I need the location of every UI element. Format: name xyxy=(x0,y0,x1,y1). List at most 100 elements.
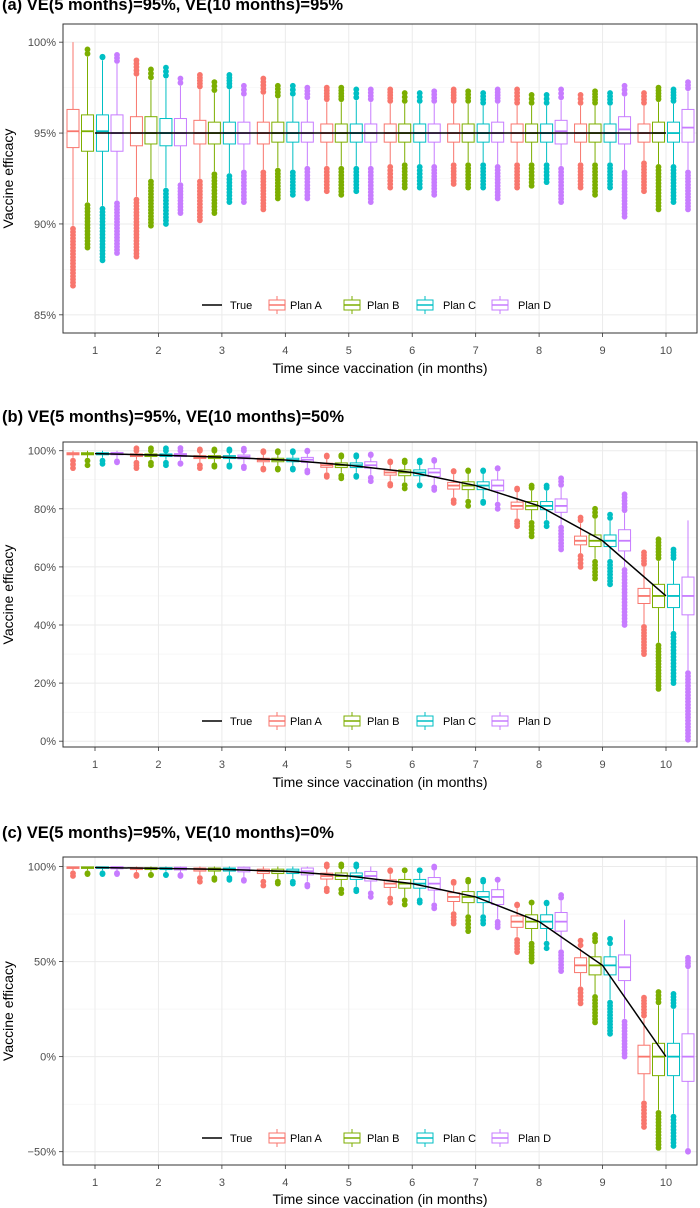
outlier-point xyxy=(367,894,374,900)
box xyxy=(652,84,665,213)
panel-a: (a) VE(5 months)=95%, VE(10 months)=95% … xyxy=(0,0,700,385)
box xyxy=(476,876,490,927)
outlier-point xyxy=(480,920,487,927)
box xyxy=(667,546,680,686)
box xyxy=(603,511,617,588)
outlier-point xyxy=(323,188,330,195)
outlier-point xyxy=(577,517,584,524)
chart-c-plot: −50% 0% 50% 100% 1 2 3 4 5 6 7 8 9 10 True Plan A Plan B… xyxy=(0,856,698,1207)
legend: True Plan A Plan B Plan C Plan D xyxy=(202,296,551,314)
outlier-point xyxy=(114,250,120,256)
box xyxy=(81,46,94,251)
outlier-point xyxy=(114,459,120,466)
outlier-point xyxy=(431,864,438,871)
outlier-point xyxy=(260,882,267,889)
outlier-point xyxy=(387,459,394,466)
outlier-point xyxy=(274,449,281,456)
box-body xyxy=(554,119,568,145)
outlier-point xyxy=(416,98,423,104)
outlier-point xyxy=(655,686,662,692)
box xyxy=(66,866,80,879)
legend-label: True xyxy=(230,716,252,728)
outlier-point xyxy=(289,880,296,887)
x-tick-label: 5 xyxy=(346,759,352,771)
outlier-point xyxy=(480,878,487,885)
box xyxy=(461,876,475,935)
legend-label: True xyxy=(230,300,252,312)
outlier-point xyxy=(514,486,521,493)
box xyxy=(476,467,490,506)
outlier-point xyxy=(685,85,691,92)
outlier-point xyxy=(592,513,598,519)
outlier-point xyxy=(353,453,360,460)
legend-label: Plan B xyxy=(367,300,399,312)
outlier-point xyxy=(401,901,408,908)
box xyxy=(320,452,334,480)
true-curve-line xyxy=(94,866,667,1058)
x-tick-label: 2 xyxy=(155,759,161,771)
outlier-point xyxy=(304,469,311,476)
outlier-point xyxy=(353,188,360,195)
y-tick-label: 100% xyxy=(28,862,56,874)
outlier-point xyxy=(558,94,565,101)
box-body xyxy=(491,121,505,143)
outlier-point xyxy=(84,462,91,469)
box-body xyxy=(66,108,80,149)
y-tick-label: 85% xyxy=(34,310,56,322)
legend-label: Plan D xyxy=(518,1133,551,1145)
outlier-point xyxy=(528,958,535,965)
outlier-point xyxy=(196,217,203,224)
outlier-point xyxy=(84,457,91,464)
outlier-point xyxy=(367,478,374,485)
outlier-point xyxy=(114,871,120,877)
outlier-point xyxy=(480,184,487,191)
legend-key-plan-b xyxy=(343,712,361,730)
box xyxy=(667,86,680,206)
legend-label: Plan C xyxy=(443,1133,476,1145)
outlier-point xyxy=(148,462,154,469)
plot-background xyxy=(63,442,697,747)
outlier-point xyxy=(465,98,472,104)
box xyxy=(554,892,568,974)
outlier-point xyxy=(304,448,311,455)
outlier-point xyxy=(240,90,247,97)
legend-key-plan-a xyxy=(268,296,286,314)
outlier-point xyxy=(543,940,550,947)
outlier-point xyxy=(177,460,184,467)
outlier-point xyxy=(670,555,677,561)
y-axis-title: Vaccine efficacy xyxy=(0,545,16,645)
box-body xyxy=(271,121,285,143)
outlier-point xyxy=(465,503,472,509)
outlier-point xyxy=(274,92,281,99)
box xyxy=(618,491,632,628)
outlier-point xyxy=(416,482,423,489)
outlier-point xyxy=(607,99,613,106)
outlier-point xyxy=(621,213,628,220)
outlier-point xyxy=(211,87,218,93)
x-tick-label: 10 xyxy=(660,759,672,771)
outlier-point xyxy=(543,945,550,952)
box-body xyxy=(286,121,300,143)
outlier-point xyxy=(641,1012,647,1019)
y-tick-label: 50% xyxy=(34,957,56,969)
outlier-point xyxy=(431,457,438,464)
outlier-point xyxy=(338,475,345,482)
outlier-point xyxy=(528,182,535,189)
panel-title: (c) VE(5 months)=95%, VE(10 months)=0% xyxy=(2,824,334,842)
box xyxy=(81,450,94,469)
legend-key-plan-c xyxy=(416,712,434,730)
outlier-point xyxy=(148,222,154,229)
outlier-point xyxy=(416,184,423,191)
box-body xyxy=(300,121,314,143)
x-tick-label: 4 xyxy=(282,759,288,771)
box xyxy=(364,86,378,206)
plot-background xyxy=(63,857,697,1165)
box xyxy=(66,42,80,289)
x-tick-label: 8 xyxy=(536,759,542,771)
box-body xyxy=(681,1033,695,1082)
x-tick-label: 9 xyxy=(599,345,605,357)
box xyxy=(320,861,334,895)
panel-c: (c) VE(5 months)=95%, VE(10 months)=0% −… xyxy=(0,824,700,1208)
outlier-point xyxy=(592,575,598,582)
outlier-point xyxy=(480,468,487,474)
